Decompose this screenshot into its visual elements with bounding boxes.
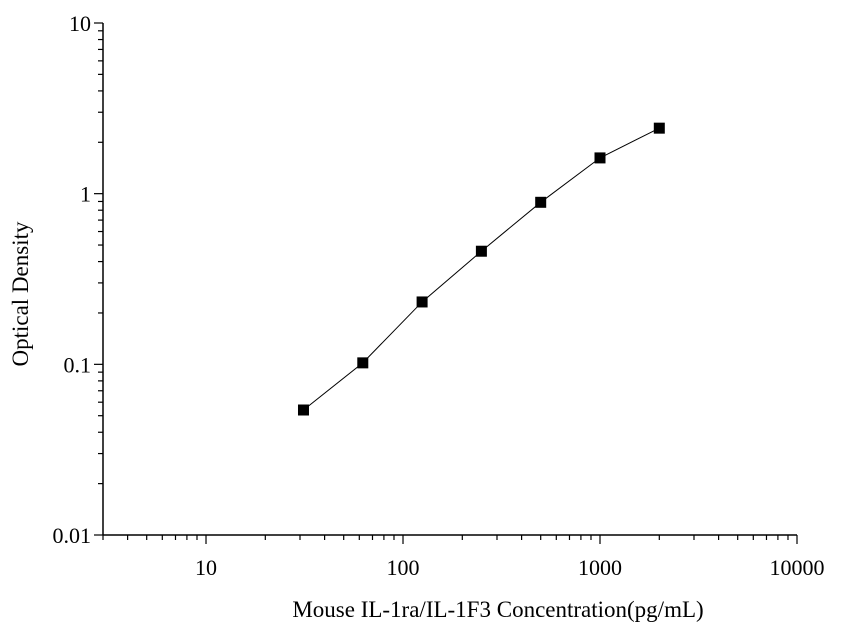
data-point <box>357 357 369 369</box>
x-tick-label: 100 <box>387 555 420 580</box>
plot-area <box>297 122 665 416</box>
y-tick-label: 10 <box>69 11 91 36</box>
series-line <box>303 127 660 411</box>
y-axis-title: Optical Density <box>8 221 33 366</box>
ticks <box>94 22 798 544</box>
x-tick-label: 10000 <box>770 555 825 580</box>
y-tick-label: 1 <box>80 182 91 207</box>
y-tick-label: 0.1 <box>64 352 92 377</box>
y-tick-label: 0.01 <box>53 523 92 548</box>
x-axis-title: Mouse IL-1ra/IL-1F3 Concentration(pg/mL) <box>292 597 703 622</box>
tick-labels: 10 100 1000 10000 0.01 0.1 1 10 <box>53 11 825 580</box>
data-point <box>297 404 309 416</box>
data-point <box>653 122 665 134</box>
data-point <box>416 296 428 308</box>
data-point <box>594 152 606 164</box>
axes <box>102 23 797 536</box>
x-tick-label: 10 <box>195 555 217 580</box>
x-tick-label: 1000 <box>578 555 622 580</box>
data-point <box>535 196 547 208</box>
data-point <box>475 245 487 257</box>
